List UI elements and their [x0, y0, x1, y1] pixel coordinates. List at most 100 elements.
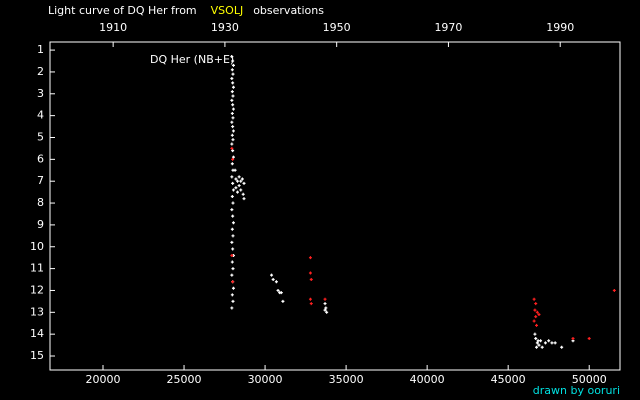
- data-point: [309, 278, 313, 282]
- y-tick-label: 11: [30, 262, 44, 275]
- data-point: [587, 337, 591, 341]
- data-point: [231, 234, 235, 238]
- data-point: [233, 168, 237, 172]
- data-point: [534, 302, 538, 306]
- x-tick-label: 25000: [167, 373, 202, 386]
- data-point: [231, 221, 235, 225]
- x-tick-label: 45000: [491, 373, 526, 386]
- data-point: [560, 345, 564, 349]
- data-point: [532, 319, 536, 323]
- data-point: [547, 339, 551, 343]
- data-point: [230, 55, 234, 59]
- data-point: [237, 175, 241, 179]
- data-point: [612, 288, 616, 292]
- y-tick-label: 7: [37, 174, 44, 187]
- data-point: [231, 63, 235, 67]
- data-point: [230, 133, 234, 137]
- data-point: [231, 267, 235, 271]
- data-point: [276, 288, 280, 292]
- data-point: [308, 256, 312, 260]
- x-tick-label: 50000: [572, 373, 607, 386]
- data-point: [230, 240, 234, 244]
- data-point: [231, 59, 235, 63]
- data-point: [236, 179, 240, 183]
- data-point: [236, 190, 240, 194]
- data-point: [231, 125, 235, 129]
- data-point: [231, 247, 235, 251]
- data-point: [231, 149, 235, 153]
- data-point: [230, 68, 234, 72]
- credit: drawn by ooruri: [533, 384, 620, 397]
- data-point: [231, 129, 235, 133]
- data-point: [230, 120, 234, 124]
- data-point: [274, 280, 278, 284]
- data-point: [231, 116, 235, 120]
- data-point: [231, 85, 235, 89]
- x2-tick-label: 1970: [434, 21, 462, 34]
- chart-title: Light curve of DQ Her from VSOLJ observati…: [48, 4, 324, 17]
- data-point: [281, 299, 285, 303]
- y-tick-label: 2: [37, 65, 44, 78]
- y-tick-label: 9: [37, 218, 44, 231]
- y-tick-label: 10: [30, 240, 44, 253]
- y-tick-label: 14: [30, 327, 44, 340]
- y-tick-label: 5: [37, 130, 44, 143]
- title-end: observations: [253, 4, 324, 17]
- title-text: Light curve of DQ Her from: [48, 4, 197, 17]
- data-point: [308, 297, 312, 301]
- y-tick-label: 8: [37, 196, 44, 209]
- data-point: [242, 181, 246, 185]
- data-point: [535, 345, 539, 349]
- data-point: [230, 111, 234, 115]
- data-point: [323, 308, 327, 312]
- data-point: [231, 107, 235, 111]
- title-highlight: VSOLJ: [211, 4, 244, 17]
- y-tick-label: 4: [37, 109, 44, 122]
- data-point: [234, 186, 238, 190]
- data-point: [239, 179, 243, 183]
- data-point: [534, 337, 538, 341]
- data-point: [536, 339, 540, 343]
- data-point: [534, 315, 538, 319]
- data-point: [230, 293, 234, 297]
- x-tick-label: 30000: [248, 373, 283, 386]
- data-point: [571, 337, 575, 341]
- data-point: [239, 188, 243, 192]
- data-point: [230, 273, 234, 277]
- data-point: [535, 310, 539, 314]
- data-point: [271, 278, 275, 282]
- data-point: [543, 341, 547, 345]
- data-point: [309, 302, 313, 306]
- data-point: [230, 142, 234, 146]
- x2-tick-label: 1930: [211, 21, 239, 34]
- data-point: [231, 188, 235, 192]
- data-point: [231, 94, 235, 98]
- y-tick-label: 3: [37, 87, 44, 100]
- data-point: [230, 260, 234, 264]
- data-point: [535, 323, 539, 327]
- data-point: [230, 76, 234, 80]
- x-tick-label: 40000: [410, 373, 445, 386]
- data-point: [325, 310, 329, 314]
- data-point: [533, 332, 537, 336]
- data-point: [231, 138, 235, 142]
- data-point: [231, 157, 235, 161]
- annotation: DQ Her (NB+E): [150, 53, 234, 66]
- data-point: [231, 81, 235, 85]
- data-point: [242, 197, 246, 201]
- x2-tick-label: 1950: [323, 21, 351, 34]
- data-point: [230, 146, 234, 150]
- plot-frame: [49, 41, 621, 371]
- y-tick-label: 15: [30, 349, 44, 362]
- data-point: [532, 297, 536, 301]
- data-point: [279, 291, 283, 295]
- y-tick-label: 6: [37, 152, 44, 165]
- x-tick-label: 35000: [329, 373, 364, 386]
- data-point: [230, 208, 234, 212]
- data-point: [540, 345, 544, 349]
- data-point: [230, 162, 234, 166]
- data-point: [231, 286, 235, 290]
- data-point: [231, 280, 235, 284]
